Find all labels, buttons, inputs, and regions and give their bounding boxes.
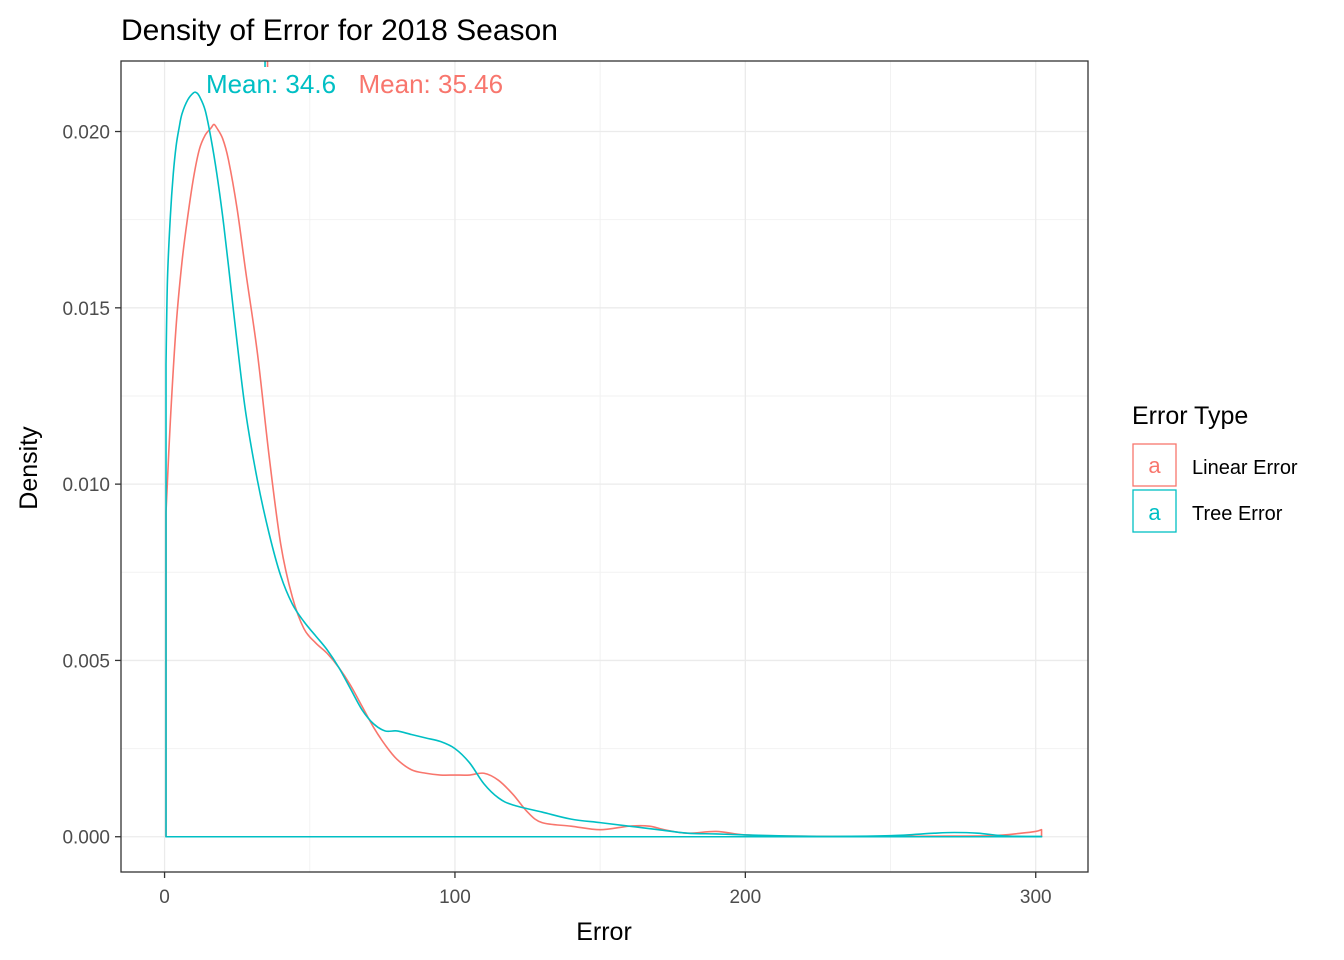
legend-key-tree-error <box>1132 489 1177 533</box>
minor-gridlines <box>121 61 1088 872</box>
chart-title: Density of Error for 2018 Season <box>121 14 558 47</box>
series-line-linear-error <box>165 123 1043 838</box>
y-tick-label: 0.010 <box>62 475 110 496</box>
x-tick-label: 0 <box>159 887 170 908</box>
legend-title: Error Type <box>1132 402 1248 430</box>
x-axis-title: Error <box>576 918 632 946</box>
panel-background <box>121 61 1088 872</box>
x-axis-ticks: 0 100 200 300 <box>159 872 1052 908</box>
x-tick-label: 100 <box>439 887 471 908</box>
legend-key-letter-linear: a <box>1148 453 1161 478</box>
x-tick-label: 200 <box>729 887 761 908</box>
series-layer <box>165 91 1043 838</box>
y-axis-ticks: 0.000 0.005 0.010 0.015 0.020 <box>62 123 121 849</box>
y-tick-label: 0.015 <box>62 299 110 320</box>
legend-key-letter-tree: a <box>1148 500 1161 525</box>
panel-border <box>120 60 1089 873</box>
y-tick-label: 0.005 <box>62 651 110 672</box>
legend-label-linear-error: Linear Error <box>1192 457 1298 479</box>
mean-markers: Mean: 34.6 Mean: 35.46 <box>206 61 503 99</box>
legend-label-tree-error: Tree Error <box>1192 503 1283 525</box>
legend: Error Type a Linear Error a Tree Error <box>1132 402 1298 533</box>
legend-item-linear-error: a Linear Error <box>1132 443 1298 487</box>
legend-item-tree-error: a Tree Error <box>1132 489 1283 533</box>
x-tick-label: 300 <box>1020 887 1052 908</box>
y-axis-title: Density <box>15 426 43 510</box>
mean-annotation: Mean: 35.46 <box>359 69 504 99</box>
legend-key-linear-error <box>1132 443 1177 487</box>
y-tick-label: 0.000 <box>62 828 110 849</box>
series-line-tree-error <box>165 91 1043 838</box>
mean-annotation: Mean: 34.6 <box>206 69 336 99</box>
y-tick-label: 0.020 <box>62 123 110 144</box>
major-gridlines <box>121 61 1088 872</box>
plot-panel: Mean: 34.6 Mean: 35.46 <box>120 60 1089 873</box>
